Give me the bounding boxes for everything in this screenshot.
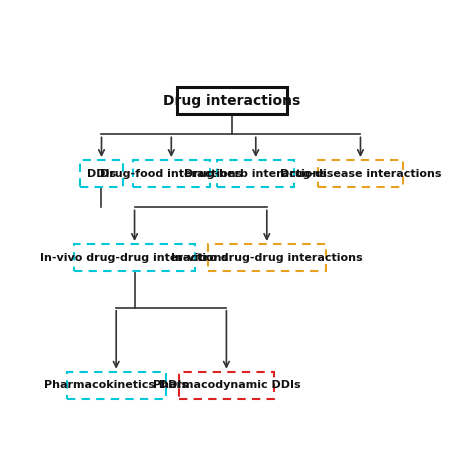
Text: Drug-herb interactions: Drug-herb interactions <box>184 169 327 179</box>
FancyBboxPatch shape <box>133 160 210 187</box>
FancyBboxPatch shape <box>318 160 403 187</box>
FancyBboxPatch shape <box>208 244 326 271</box>
FancyBboxPatch shape <box>179 372 274 399</box>
Text: Pharmacodynamic DDIs: Pharmacodynamic DDIs <box>153 380 300 391</box>
FancyBboxPatch shape <box>177 87 287 114</box>
Text: Drug interactions: Drug interactions <box>163 94 301 108</box>
Text: DDIs: DDIs <box>87 169 116 179</box>
Text: Drug-food interactions: Drug-food interactions <box>100 169 242 179</box>
Text: Drug-disease interactions: Drug-disease interactions <box>280 169 441 179</box>
FancyBboxPatch shape <box>81 160 123 187</box>
FancyBboxPatch shape <box>74 244 195 271</box>
Text: In-vivo drug-drug interactions: In-vivo drug-drug interactions <box>40 253 228 263</box>
FancyBboxPatch shape <box>217 160 294 187</box>
Text: In-vitro drug-drug interactions: In-vitro drug-drug interactions <box>171 253 363 263</box>
FancyBboxPatch shape <box>66 372 166 399</box>
Text: Pharmacokinetics DDIs: Pharmacokinetics DDIs <box>44 380 188 391</box>
